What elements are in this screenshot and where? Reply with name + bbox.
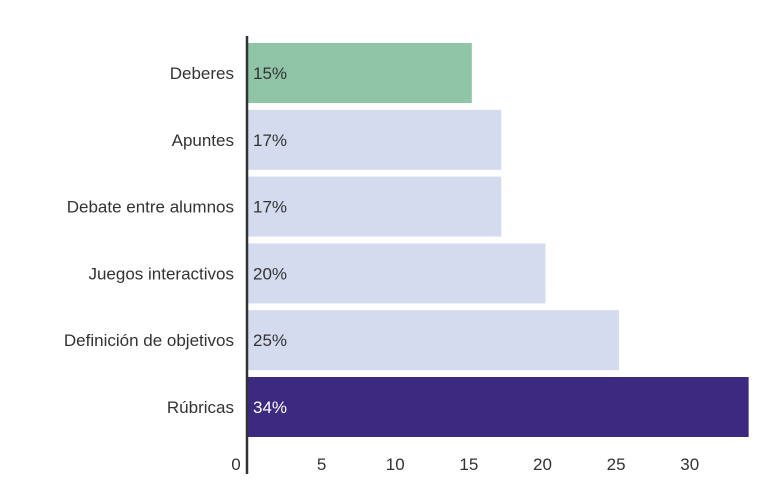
category-label-rubricas: Rúbricas — [167, 398, 234, 417]
bar-deberes — [248, 43, 472, 103]
data-label-rubricas: 34% — [253, 398, 287, 417]
category-label-deberes: Deberes — [170, 64, 234, 83]
category-label-debate-entre-alumnos: Debate entre alumnos — [67, 198, 234, 217]
bar-rubricas — [248, 377, 749, 437]
x-tick-label-25: 25 — [607, 455, 626, 474]
x-tick-label-20: 20 — [533, 455, 552, 474]
x-axis-ticks-layer: 0 5 10 15 20 25 30 — [231, 455, 699, 474]
data-label-definicion-de-objetivos: 25% — [253, 331, 287, 350]
x-tick-label-10: 10 — [386, 455, 405, 474]
x-tick-label-15: 15 — [459, 455, 478, 474]
category-label-juegos-interactivos: Juegos interactivos — [88, 264, 234, 283]
data-label-juegos-interactivos: 20% — [253, 264, 287, 283]
category-labels-layer: Deberes Apuntes Debate entre alumnos Juegos… — [64, 64, 234, 417]
x-tick-label-5: 5 — [317, 455, 326, 474]
bar-debate-entre-alumnos — [248, 176, 502, 237]
category-label-definicion-de-objetivos: Definición de objetivos — [64, 331, 234, 350]
x-tick-label-30: 30 — [680, 455, 699, 474]
bar-definicion-de-objetivos — [248, 310, 620, 371]
category-label-apuntes: Apuntes — [172, 131, 234, 150]
data-label-deberes: 15% — [253, 64, 287, 83]
bars-layer: 15% 17% 17% 20% 25% 34% — [248, 43, 749, 437]
bar-apuntes — [248, 109, 502, 170]
x-tick-label-0: 0 — [231, 455, 240, 474]
data-label-debate-entre-alumnos: 17% — [253, 198, 287, 217]
bar-juegos-interactivos — [248, 243, 546, 304]
data-label-apuntes: 17% — [253, 131, 287, 150]
